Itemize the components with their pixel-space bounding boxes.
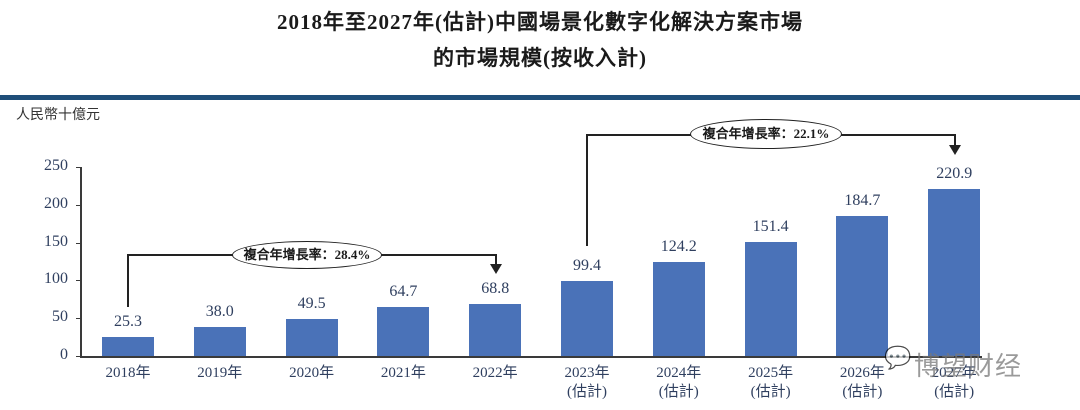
cagr1-arrow-icon [490, 264, 502, 274]
x-tick-label: 2020年 [267, 364, 357, 383]
chart-title-line2: 的市場規模(按收入計) [433, 46, 647, 70]
cagr2-left-vertical [586, 134, 588, 246]
x-tick-label: 2025年 (估計) [726, 364, 816, 402]
y-tick-label: 100 [44, 270, 68, 288]
cagr2-label: 複合年增長率：22.1% [690, 119, 842, 149]
x-tick-year: 2027年 [931, 365, 977, 381]
bar [193, 327, 246, 356]
x-tick-year: 2020年 [289, 365, 335, 381]
cagr2-right-vertical [954, 134, 956, 146]
x-tick-year: 2023年 [564, 365, 610, 381]
x-axis [80, 356, 982, 358]
bar-value-label: 124.2 [660, 238, 697, 256]
bar-value-label: 49.5 [297, 294, 326, 312]
bar [469, 303, 522, 356]
x-tick-label: 2018年 [83, 364, 173, 383]
x-tick-year: 2026年 [839, 365, 885, 381]
y-tick-mark [76, 204, 81, 206]
y-tick-mark [76, 242, 81, 244]
x-tick-year: 2018年 [105, 365, 151, 381]
y-tick-mark [76, 318, 81, 320]
x-tick-estimate: (估計) [567, 384, 607, 400]
wechat-icon: 💬 [884, 345, 912, 370]
cagr2-arrow-icon [949, 145, 961, 155]
x-tick-estimate: (估計) [750, 384, 791, 400]
bar [561, 280, 613, 356]
chart-title-line1: 2018年至2027年(估計)中國場景化數字化解決方案市場 [277, 10, 803, 34]
watermark: 博望财经 [914, 352, 1023, 382]
x-tick-estimate: (估計) [658, 384, 699, 400]
x-tick-label: 2022年 [450, 364, 540, 383]
cagr1-label: 複合年增長率：28.4% [232, 241, 382, 269]
y-tick-label: 50 [52, 308, 68, 326]
bar-value-label: 68.8 [481, 279, 510, 297]
bar-value-label: 99.4 [573, 256, 601, 274]
bar-value-label: 64.7 [389, 283, 418, 301]
y-tick-mark [76, 356, 81, 357]
header-divider [0, 95, 1080, 100]
bar-value-label: 151.4 [752, 217, 789, 235]
bar-value-label: 184.7 [844, 192, 881, 210]
bar [836, 216, 889, 356]
y-tick-label: 0 [60, 346, 68, 363]
x-tick-label: 2024年 (估計) [634, 364, 724, 402]
x-tick-year: 2021年 [380, 365, 426, 381]
cagr1-right-vertical [495, 254, 497, 266]
unit-label: 人民幣十億元 [16, 108, 100, 123]
x-tick-label: 2026年 (估計) [817, 364, 907, 402]
y-tick-label: 250 [44, 157, 68, 174]
x-tick-estimate: (估計) [842, 384, 883, 400]
x-tick-label: 2027年 (估計) [909, 364, 999, 402]
bar [102, 336, 154, 356]
bar [285, 318, 338, 356]
x-tick-year: 2024年 [656, 365, 702, 381]
bar [377, 307, 430, 356]
y-tick-mark [76, 167, 81, 168]
bar [744, 241, 797, 356]
x-tick-label: 2023年 (估計) [542, 364, 632, 402]
bar-value-label: 38.0 [205, 303, 234, 321]
bar-value-label: 25.3 [114, 312, 142, 330]
x-tick-year: 2019年 [197, 365, 243, 381]
cagr1-left-vertical [127, 254, 129, 307]
y-tick-label: 150 [44, 232, 68, 250]
bar [652, 262, 705, 356]
x-tick-year: 2022年 [472, 365, 518, 381]
y-tick-mark [76, 280, 81, 282]
bar [928, 188, 981, 356]
x-tick-year: 2025年 [748, 365, 794, 381]
x-tick-label: 2019年 [175, 364, 265, 383]
y-tick-label: 200 [44, 194, 68, 212]
y-axis [80, 167, 82, 357]
x-tick-label: 2021年 [358, 364, 448, 383]
bar-value-label: 220.9 [936, 164, 973, 182]
x-tick-estimate: (估計) [934, 384, 975, 400]
